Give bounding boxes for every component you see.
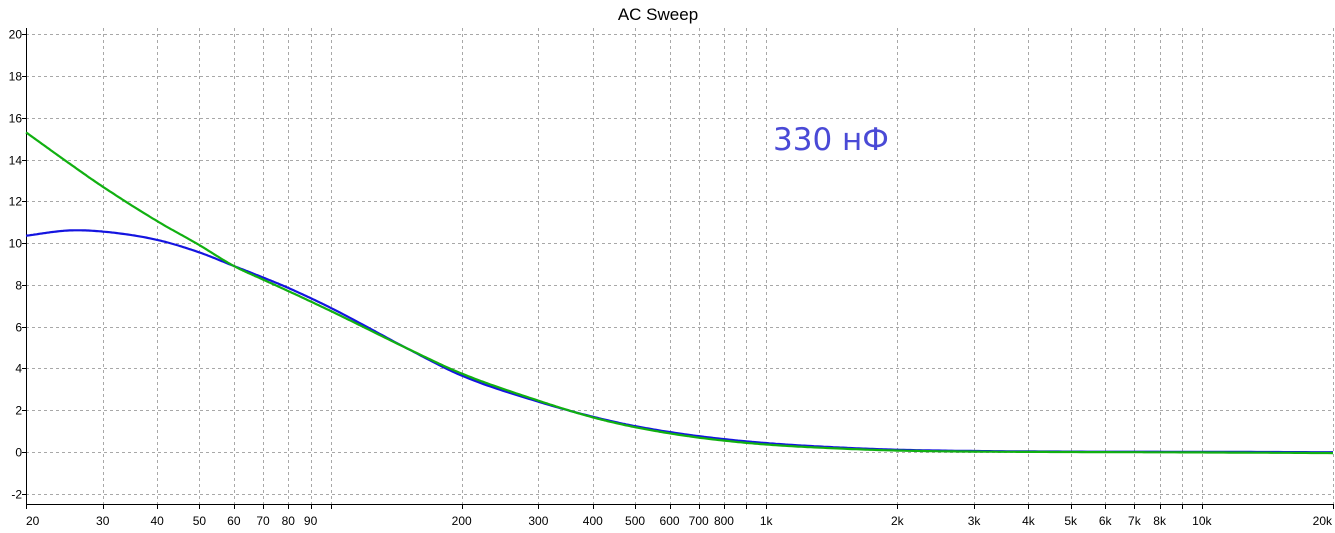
y-tick-label: 14 [9, 154, 23, 168]
x-tick-label: 1k [760, 514, 774, 528]
x-tick-label: 3k [968, 514, 982, 528]
chart-title: AC Sweep [618, 5, 698, 24]
x-tick-label: 500 [625, 514, 645, 528]
y-tick-label: 10 [9, 237, 23, 251]
axes [22, 28, 1334, 509]
y-tick-label: 16 [9, 112, 23, 126]
x-tick-label: 600 [660, 514, 680, 528]
x-tick-label: 7k [1128, 514, 1142, 528]
series-lines [25, 131, 1334, 455]
y-tick-label: 4 [15, 362, 22, 376]
series-line-2 [25, 131, 1334, 455]
y-tick-label: 8 [15, 279, 22, 293]
y-tick-label: 12 [9, 195, 23, 209]
y-tick-label: 18 [9, 70, 23, 84]
x-tick-label: 20k [1313, 514, 1333, 528]
y-tick-label: -2 [11, 488, 22, 502]
x-tick-label: 10k [1192, 514, 1212, 528]
x-tick-label: 300 [528, 514, 548, 528]
x-tick-label: 800 [714, 514, 734, 528]
capacitance-annotation: 330 нФ [773, 122, 889, 158]
x-tick-label: 70 [256, 514, 270, 528]
x-tick-label: 30 [96, 514, 110, 528]
x-tick-label: 6k [1099, 514, 1113, 528]
x-tick-label: 50 [193, 514, 207, 528]
x-tick-label: 40 [150, 514, 164, 528]
series-line-1 [25, 229, 1333, 454]
x-tick-label: 90 [304, 514, 318, 528]
y-tick-label: 6 [15, 321, 22, 335]
x-tick-label: 4k [1022, 514, 1036, 528]
y-tick-label: 2 [15, 404, 22, 418]
x-tick-label: 700 [689, 514, 709, 528]
x-tick-label: 8k [1153, 514, 1167, 528]
x-tick-label: 400 [583, 514, 603, 528]
x-tick-label: 80 [282, 514, 296, 528]
x-tick-label: 5k [1064, 514, 1078, 528]
y-tick-label: 20 [9, 28, 23, 42]
y-tick-label: 0 [15, 446, 22, 460]
x-tick-label: 200 [452, 514, 472, 528]
x-tick-label: 2k [891, 514, 905, 528]
grid [26, 28, 1334, 504]
x-tick-label: 20 [26, 514, 40, 528]
x-tick-label: 60 [227, 514, 241, 528]
